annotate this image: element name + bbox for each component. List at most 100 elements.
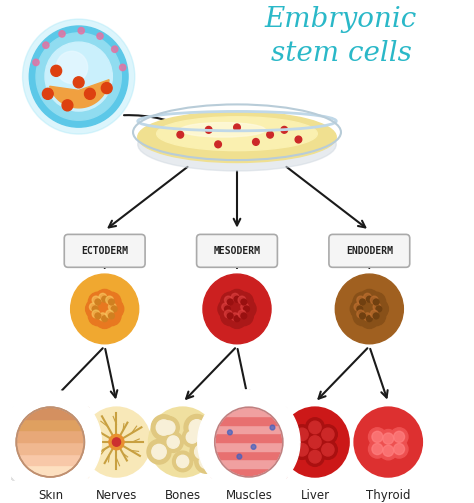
Circle shape [42,89,53,100]
Circle shape [200,454,213,468]
Circle shape [383,445,394,456]
Circle shape [234,124,240,131]
Circle shape [29,26,128,127]
Circle shape [231,313,239,320]
Circle shape [71,274,139,344]
Text: Thyroid: Thyroid [366,489,410,502]
Circle shape [111,46,118,52]
Circle shape [88,292,108,312]
Circle shape [360,313,365,319]
Circle shape [373,303,381,311]
Circle shape [390,428,408,446]
Circle shape [92,310,100,318]
Circle shape [225,296,232,304]
Circle shape [379,430,397,448]
Circle shape [357,306,363,312]
Circle shape [36,33,121,120]
Circle shape [228,289,246,309]
Circle shape [109,435,124,450]
Ellipse shape [180,123,265,137]
Circle shape [241,299,246,305]
Circle shape [309,421,321,434]
Circle shape [357,296,365,304]
Circle shape [177,131,183,138]
Ellipse shape [156,117,318,150]
Circle shape [205,126,212,133]
Text: Nerves: Nerves [96,489,137,502]
Circle shape [189,420,204,436]
Circle shape [305,447,325,466]
Circle shape [238,310,246,318]
Circle shape [228,309,246,328]
Circle shape [228,430,232,435]
Circle shape [95,309,114,328]
Circle shape [221,292,240,312]
Circle shape [86,299,105,319]
Circle shape [119,64,126,70]
Circle shape [231,293,239,301]
Circle shape [149,407,217,477]
Circle shape [95,313,100,319]
Circle shape [309,450,321,463]
Circle shape [228,299,233,305]
Circle shape [152,444,166,459]
Circle shape [84,89,95,100]
Polygon shape [198,390,300,494]
Circle shape [190,440,213,464]
Circle shape [368,428,386,446]
Circle shape [370,296,378,304]
Circle shape [177,455,189,468]
Circle shape [163,432,183,452]
Circle shape [354,303,362,311]
Circle shape [109,303,116,311]
Circle shape [360,309,379,328]
Circle shape [99,293,107,301]
Circle shape [73,77,84,88]
Circle shape [105,299,124,319]
Polygon shape [50,79,109,108]
Circle shape [353,306,372,325]
Circle shape [379,442,397,460]
Circle shape [234,306,253,325]
Circle shape [92,306,98,312]
Circle shape [182,427,202,447]
Circle shape [372,431,383,443]
Circle shape [394,444,405,455]
Circle shape [234,292,253,312]
Circle shape [158,416,179,439]
Circle shape [335,274,403,344]
Circle shape [23,19,135,134]
Circle shape [366,292,386,312]
Circle shape [43,42,49,48]
Circle shape [167,436,179,448]
Circle shape [156,420,171,435]
Circle shape [360,299,365,305]
Circle shape [350,299,369,319]
Circle shape [322,444,334,456]
Circle shape [369,299,388,319]
Circle shape [357,310,365,318]
Circle shape [203,274,271,344]
Circle shape [253,138,259,145]
Circle shape [309,436,321,448]
Circle shape [82,407,151,477]
Circle shape [112,438,120,446]
Circle shape [215,141,221,148]
Circle shape [102,306,121,325]
Circle shape [90,303,97,311]
Circle shape [102,292,121,312]
Circle shape [292,425,311,444]
Circle shape [383,433,394,444]
Circle shape [238,296,246,304]
Text: ECTODERM: ECTODERM [81,246,128,256]
Text: © depositphotos: © depositphotos [10,475,69,482]
Circle shape [234,316,240,321]
Circle shape [95,299,100,305]
Circle shape [295,136,302,143]
Circle shape [390,440,408,458]
Circle shape [281,126,288,133]
Circle shape [251,445,256,449]
Circle shape [101,82,112,94]
Circle shape [319,440,337,459]
Circle shape [147,440,171,464]
